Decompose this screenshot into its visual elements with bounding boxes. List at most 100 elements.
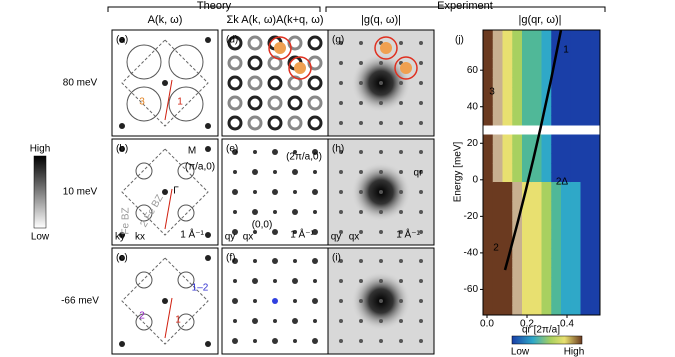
heatmap-cell bbox=[502, 163, 513, 173]
heatmap-cell bbox=[590, 115, 601, 126]
qpi-spot bbox=[339, 279, 343, 283]
heatmap-cell bbox=[541, 39, 552, 50]
qpi-spot bbox=[419, 319, 423, 323]
heatmap-cell bbox=[580, 201, 591, 211]
qpi-spot bbox=[272, 298, 278, 304]
heatmap-cell bbox=[570, 106, 581, 116]
heatmap-cell bbox=[580, 115, 591, 126]
qpi-spot bbox=[359, 259, 363, 263]
heatmap-cell bbox=[541, 201, 552, 211]
column-title: |g(qr, ω)| bbox=[518, 14, 561, 26]
heatmap-cell bbox=[590, 134, 601, 145]
heatmap-cell bbox=[492, 210, 503, 221]
qpi-spot bbox=[359, 81, 363, 85]
heatmap-cell bbox=[492, 277, 503, 287]
heatmap-cell bbox=[580, 87, 591, 97]
heatmap-cell bbox=[570, 182, 581, 192]
heatmap-cell bbox=[483, 30, 494, 40]
heatmap-cell bbox=[502, 96, 513, 107]
heatmap-cell bbox=[590, 267, 601, 278]
heatmap-cell bbox=[580, 258, 591, 268]
heatmap-cell bbox=[512, 30, 523, 40]
heatmap-cell bbox=[580, 286, 591, 297]
heatmap-cell bbox=[512, 106, 523, 116]
heatmap-cell bbox=[502, 277, 513, 287]
heatmap-cell bbox=[492, 267, 503, 278]
qpi-spot bbox=[233, 170, 237, 174]
heatmap-cell bbox=[561, 172, 572, 183]
heatmap-cell bbox=[541, 87, 552, 97]
fermi-pocket bbox=[135, 162, 153, 180]
heatmap-cell bbox=[522, 115, 533, 126]
heatmap-cell bbox=[483, 77, 494, 88]
heatmap-cell bbox=[502, 115, 513, 126]
qpi-spot bbox=[233, 210, 237, 214]
heatmap-cell bbox=[570, 68, 581, 78]
heatmap-cell bbox=[580, 30, 591, 40]
heatmap-cell bbox=[561, 286, 572, 297]
heatmap-cell bbox=[483, 229, 494, 240]
heatmap-cell bbox=[512, 210, 523, 221]
qpi-spot bbox=[339, 259, 343, 263]
heatmap-cell bbox=[580, 134, 591, 145]
heatmap-cell bbox=[541, 305, 552, 316]
annotation: (2π/a,0) bbox=[286, 152, 322, 163]
band-spot bbox=[205, 255, 211, 261]
group-title: Experiment bbox=[437, 0, 493, 12]
heatmap-cell bbox=[580, 267, 591, 278]
heatmap-cell bbox=[570, 163, 581, 173]
qpi-spot bbox=[312, 338, 318, 344]
y-tick-label: 60 bbox=[467, 65, 479, 76]
heatmap-cell bbox=[483, 58, 494, 69]
qpi-ring bbox=[307, 75, 323, 91]
heatmap-cell bbox=[492, 106, 503, 116]
heatmap-cell bbox=[580, 39, 591, 50]
highlight-dot bbox=[274, 42, 286, 54]
heatmap-cell bbox=[531, 277, 542, 287]
heatmap-cell bbox=[483, 267, 494, 278]
heatmap-cell bbox=[502, 220, 513, 230]
heatmap-cell bbox=[551, 210, 562, 221]
heatmap-cell bbox=[522, 106, 533, 116]
y-tick-label: -60 bbox=[464, 284, 479, 295]
heatmap-cell bbox=[561, 49, 572, 59]
heatmap-cell bbox=[502, 153, 513, 164]
qpi-spot bbox=[339, 339, 343, 343]
heatmap-cell bbox=[580, 182, 591, 192]
heatmap-cell bbox=[531, 305, 542, 316]
annotation: (0,0) bbox=[252, 220, 273, 231]
heatmap-cell bbox=[541, 277, 552, 287]
heatmap-cell bbox=[590, 296, 601, 306]
heatmap-cell bbox=[561, 277, 572, 287]
heatmap-cell bbox=[541, 172, 552, 183]
x-tick-label: 0.0 bbox=[480, 319, 494, 330]
panel: (c) 1–2 2 1 bbox=[111, 247, 219, 355]
qpi-spot bbox=[399, 279, 403, 283]
qpi-spot bbox=[419, 259, 423, 263]
heatmap-cell bbox=[502, 296, 513, 306]
heatmap-cell bbox=[590, 201, 601, 211]
panel: (a) 3 1 bbox=[111, 29, 219, 137]
heatmap-cell bbox=[570, 144, 581, 154]
heatmap-cell bbox=[483, 296, 494, 306]
panel: (h) qr qy qx 1 Å⁻¹ bbox=[327, 138, 435, 246]
y-tick-label: -20 bbox=[464, 211, 479, 222]
highlight-ring bbox=[394, 56, 418, 80]
qpi-spot bbox=[273, 170, 277, 174]
heatmap-cell bbox=[561, 39, 572, 50]
y-tick-label: 0 bbox=[472, 174, 478, 185]
panel-label: (f) bbox=[226, 253, 235, 264]
heatmap-cell bbox=[561, 87, 572, 97]
qpi-spot bbox=[232, 149, 238, 155]
qpi-ring bbox=[267, 115, 283, 131]
heatmap-cell bbox=[483, 134, 494, 145]
heatmap-cell bbox=[483, 172, 494, 183]
heatmap-cell bbox=[551, 220, 562, 230]
heatmap-cell bbox=[580, 220, 591, 230]
heatmap-cell bbox=[492, 144, 503, 154]
heatmap-cell bbox=[551, 296, 562, 306]
heatmap-cell bbox=[492, 68, 503, 78]
column-title: |g(q, ω)| bbox=[361, 14, 401, 26]
heatmap-cell bbox=[502, 305, 513, 316]
heatmap-cell bbox=[561, 267, 572, 278]
